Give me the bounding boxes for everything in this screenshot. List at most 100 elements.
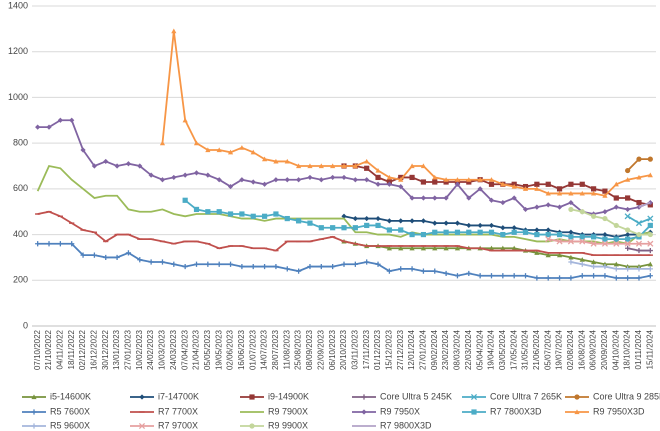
marker <box>31 423 37 429</box>
legend-item: Core Ultra 7 265K <box>462 391 562 401</box>
marker <box>330 225 336 231</box>
marker <box>352 163 358 169</box>
marker <box>182 197 188 203</box>
marker <box>261 263 268 270</box>
marker <box>409 231 415 238</box>
marker <box>364 158 370 164</box>
marker <box>420 195 427 201</box>
marker <box>579 209 585 215</box>
marker <box>477 222 483 229</box>
marker <box>534 231 540 238</box>
marker <box>579 190 585 196</box>
marker <box>386 174 392 180</box>
marker <box>35 124 41 130</box>
legend-item: R9 9900X <box>240 420 308 430</box>
marker <box>398 227 404 233</box>
marker <box>568 275 574 281</box>
x-tick-label: 22/09/2023 <box>316 329 325 370</box>
marker <box>545 190 551 196</box>
marker <box>261 213 268 219</box>
marker <box>500 199 506 206</box>
marker <box>398 245 404 251</box>
marker <box>545 236 552 243</box>
marker <box>432 229 438 235</box>
legend-item: R7 7800X3D <box>462 406 542 416</box>
marker <box>466 195 472 201</box>
marker <box>296 268 302 274</box>
marker <box>522 206 529 213</box>
series-line <box>344 165 651 206</box>
x-tick-label: 08/03/2024 <box>453 329 462 370</box>
marker <box>613 222 619 229</box>
marker <box>216 177 222 183</box>
marker <box>568 199 574 206</box>
marker <box>454 245 461 251</box>
marker <box>500 181 506 187</box>
marker <box>545 275 551 281</box>
x-tick-label: 08/09/2023 <box>305 329 314 370</box>
marker <box>35 241 41 247</box>
marker <box>193 140 200 146</box>
marker <box>613 240 620 247</box>
marker <box>625 231 631 238</box>
marker <box>454 220 461 226</box>
marker <box>159 177 166 183</box>
marker <box>330 174 336 181</box>
marker <box>307 220 313 226</box>
marker <box>647 273 653 279</box>
marker <box>635 220 643 227</box>
marker <box>590 240 597 247</box>
marker <box>488 222 495 229</box>
x-tick-label: 19/05/2023 <box>214 329 223 370</box>
marker <box>568 229 574 235</box>
marker <box>500 273 506 279</box>
marker <box>568 190 574 196</box>
legend-item: i9-14900K <box>240 391 309 401</box>
marker <box>454 177 461 182</box>
marker <box>250 179 256 185</box>
marker <box>250 263 256 270</box>
marker <box>375 181 381 187</box>
marker <box>579 261 585 267</box>
marker <box>635 240 643 247</box>
marker <box>420 268 427 274</box>
marker <box>148 172 154 178</box>
legend-item: Core Ultra 5 245K <box>352 391 452 401</box>
marker <box>364 165 370 171</box>
series-line <box>638 201 651 208</box>
marker <box>352 177 358 183</box>
marker <box>352 261 358 267</box>
marker <box>284 177 290 183</box>
marker <box>470 393 478 401</box>
marker <box>625 266 631 272</box>
marker <box>330 163 336 169</box>
x-tick-label: 05/05/2023 <box>203 329 212 370</box>
x-tick-label: 02/06/2023 <box>226 329 235 370</box>
marker <box>386 218 392 224</box>
marker <box>602 209 608 215</box>
marker <box>239 263 245 270</box>
marker <box>647 247 653 254</box>
x-tick-label: 19/07/2024 <box>555 329 564 370</box>
marker <box>511 183 517 189</box>
marker <box>556 275 563 281</box>
marker <box>500 245 506 251</box>
x-tick-label: 12/01/2024 <box>407 329 416 370</box>
marker <box>227 149 234 155</box>
x-tick-label: 03/11/2023 <box>350 329 359 369</box>
marker <box>625 275 631 281</box>
marker <box>239 177 245 183</box>
marker <box>307 174 313 181</box>
marker <box>511 195 517 201</box>
marker <box>420 231 427 238</box>
legend-item: R5 7600X <box>22 406 90 416</box>
marker <box>103 158 109 165</box>
marker <box>511 229 517 235</box>
marker <box>545 231 551 238</box>
y-tick-label: 0 <box>23 320 28 330</box>
marker <box>114 163 120 169</box>
marker <box>625 236 631 242</box>
marker <box>488 245 495 251</box>
marker <box>625 195 631 201</box>
x-tick-label: 02/12/2022 <box>78 329 87 370</box>
